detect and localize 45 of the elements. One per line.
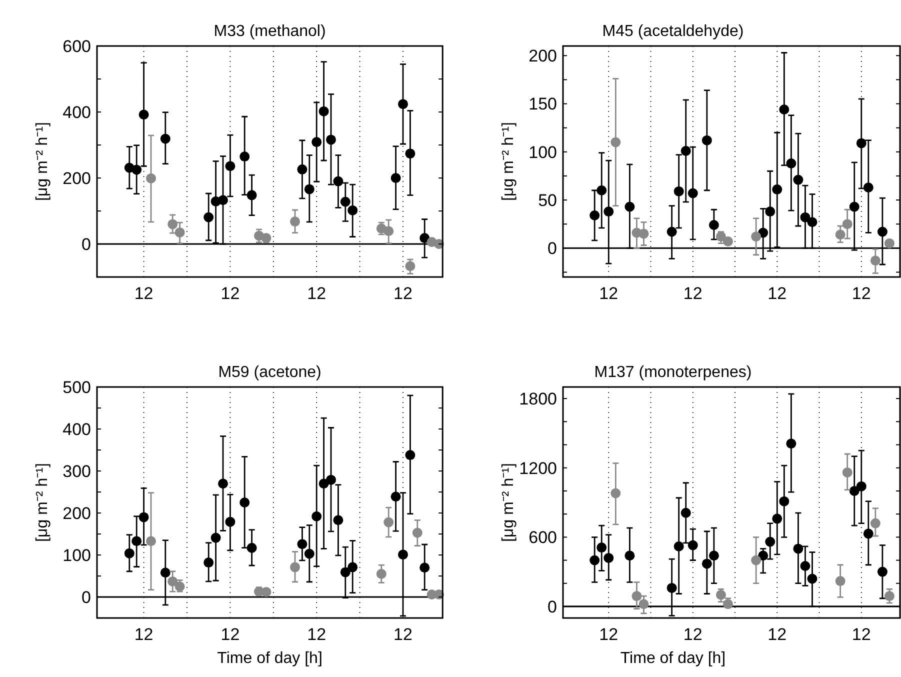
y-tick-label: 300 (62, 462, 91, 481)
y-axis-title: [μg m⁻² h⁻¹] (34, 463, 51, 542)
y-tick-label: 150 (528, 94, 557, 114)
y-tick-label: 100 (528, 142, 557, 162)
x-tick-label: 12 (394, 284, 412, 303)
chart-title: M59 (acetone) (218, 364, 322, 381)
y-tick-label: 50 (538, 190, 557, 210)
x-tick-label: 12 (852, 625, 871, 644)
chart-title: M45 (acetaldehyde) (602, 23, 744, 40)
x-axis-title: Time of day [h] (217, 650, 322, 667)
x-tick-label: 12 (307, 625, 326, 644)
y-tick-label: 200 (62, 168, 91, 188)
y-axis-title: [μg m⁻² h⁻¹] (500, 463, 517, 542)
x-tick-label: 12 (220, 284, 240, 303)
x-tick-label: 12 (394, 625, 412, 644)
y-tick-label: 400 (62, 102, 91, 122)
y-tick-label: 100 (62, 546, 91, 565)
x-tick-label: 12 (134, 284, 154, 303)
y-tick-label: 0 (82, 234, 91, 254)
y-tick-label: 600 (62, 36, 91, 56)
y-axis-title: [μg m⁻² h⁻¹] (500, 122, 517, 201)
y-tick-label: 0 (82, 588, 91, 607)
x-tick-label: 12 (852, 284, 871, 303)
y-tick-label: 0 (548, 597, 557, 616)
x-tick-label: 12 (683, 284, 702, 303)
x-tick-label: 12 (599, 625, 618, 644)
y-axis-title: [μg m⁻² h⁻¹] (34, 122, 51, 201)
x-tick-label: 12 (683, 625, 702, 644)
x-tick-label: 12 (307, 284, 326, 303)
x-tick-label: 12 (134, 625, 154, 644)
y-tick-label: 600 (528, 528, 557, 548)
y-tick-label: 1200 (519, 458, 557, 478)
y-tick-label: 200 (528, 46, 557, 66)
x-tick-label: 12 (768, 284, 787, 303)
y-tick-label: 500 (62, 378, 91, 397)
chart-title: M33 (methanol) (214, 23, 326, 40)
y-tick-label: 200 (62, 504, 91, 523)
x-tick-label: 12 (220, 625, 240, 644)
y-tick-label: 400 (62, 420, 91, 439)
y-tick-label: 0 (548, 239, 557, 258)
x-tick-label: 12 (768, 625, 787, 644)
chart-title: M137 (monoterpenes) (594, 364, 752, 381)
x-axis-title: Time of day [h] (620, 650, 726, 667)
y-tick-label: 1800 (519, 390, 557, 408)
x-tick-label: 12 (599, 284, 618, 303)
